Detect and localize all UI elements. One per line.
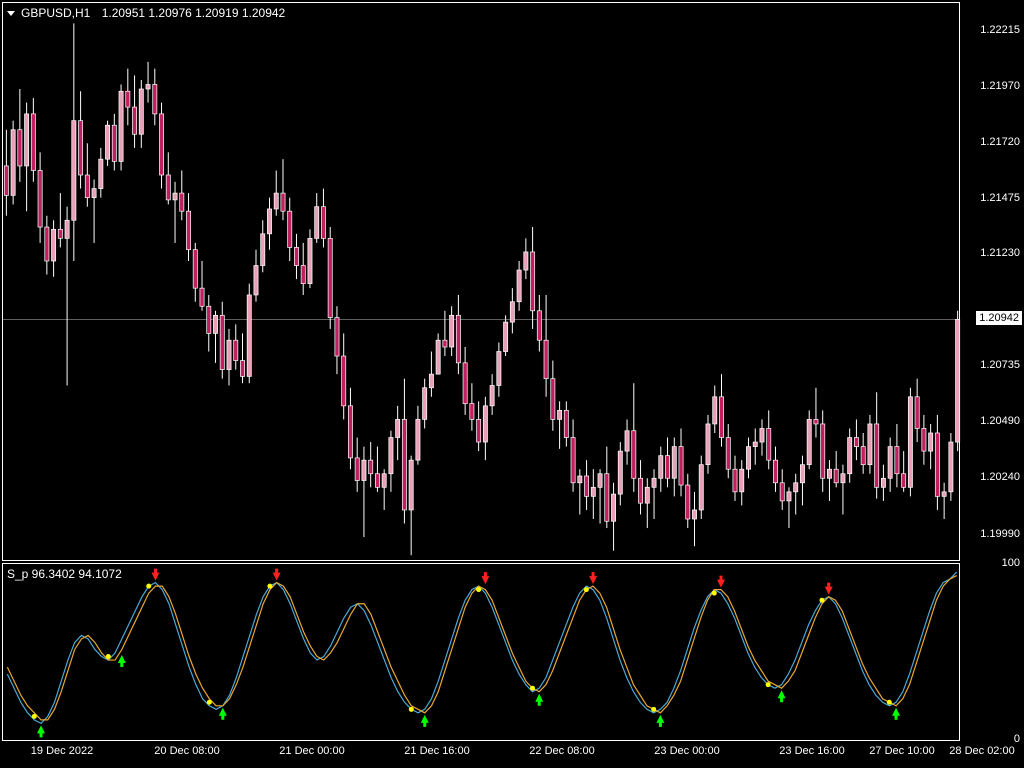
candlestick-layer [3, 3, 961, 562]
time-axis: 19 Dec 2022 20 Dec 08:00 21 Dec 00:00 21 De… [2, 743, 960, 765]
time-tick: 23 Dec 00:00 [654, 745, 719, 757]
time-tick: 20 Dec 08:00 [154, 745, 219, 757]
indicator-tick: 100 [1002, 557, 1020, 569]
price-axis: 1.22215 1.21970 1.21720 1.21475 1.21230 1.207… [962, 2, 1022, 561]
price-tick: 1.20490 [980, 415, 1020, 427]
indicator-axis: 1000 [962, 563, 1022, 741]
time-tick: 23 Dec 16:00 [779, 745, 844, 757]
price-tick: 1.19990 [980, 528, 1020, 540]
time-tick: 27 Dec 10:00 [869, 745, 934, 757]
price-tick: 1.20240 [980, 471, 1020, 483]
price-tick: 1.21720 [980, 136, 1020, 148]
time-tick: 21 Dec 00:00 [279, 745, 344, 757]
time-tick: 19 Dec 2022 [31, 745, 93, 757]
oscillator-layer [4, 565, 960, 741]
price-tick: 1.21475 [980, 192, 1020, 204]
time-tick: 22 Dec 08:00 [529, 745, 594, 757]
price-chart[interactable]: GBPUSD,H1 1.20951 1.20976 1.20919 1.2094… [2, 2, 960, 561]
time-tick: 21 Dec 16:00 [404, 745, 469, 757]
price-tick: 1.22215 [980, 24, 1020, 36]
current-price-label: 1.20942 [976, 311, 1022, 325]
price-tick: 1.21970 [980, 80, 1020, 92]
indicator-chart[interactable]: S_p 96.3402 94.1072 [2, 563, 960, 741]
price-tick: 1.20735 [980, 359, 1020, 371]
indicator-tick: 0 [1014, 733, 1020, 745]
time-tick: 28 Dec 02:00 [949, 745, 1014, 757]
price-tick: 1.21230 [980, 247, 1020, 259]
